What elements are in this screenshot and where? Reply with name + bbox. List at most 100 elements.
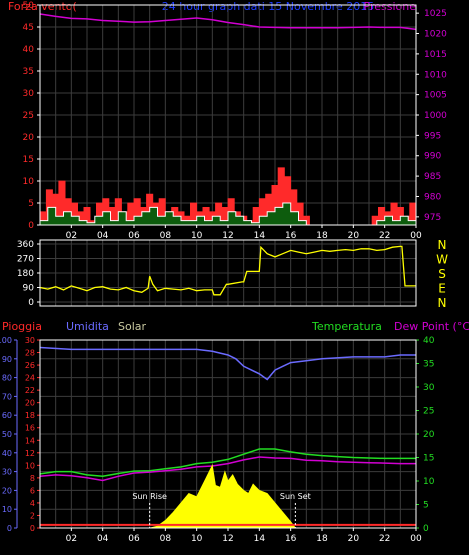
x-tick-label: 20 bbox=[348, 534, 360, 544]
wind-direction-frame bbox=[39, 239, 417, 307]
temperature-tick-label: 40 bbox=[423, 336, 435, 346]
direction-tick-label: 180 bbox=[17, 269, 34, 279]
compass-label: S bbox=[438, 267, 446, 281]
wind-tick-label: 15 bbox=[23, 155, 34, 165]
humidity-tick-label: 90 bbox=[2, 355, 12, 364]
rain-tick-label: 4 bbox=[30, 499, 35, 508]
chart-title: 24 hour graph dati 15 Novembre 2015 bbox=[162, 0, 374, 13]
humidity-tick-label: 60 bbox=[2, 411, 12, 420]
humidity-axis: 0 10 20 30 40 50 60 70 80 90 100 bbox=[0, 336, 18, 533]
x-tick-label: 08 bbox=[160, 231, 172, 241]
temperature-tick-label: 30 bbox=[423, 383, 435, 393]
weather-grid bbox=[40, 339, 416, 529]
pressure-tick-label: 1025 bbox=[424, 9, 447, 19]
wind-tick-label: 45 bbox=[23, 23, 34, 33]
wind-tick-label: 35 bbox=[23, 67, 34, 77]
x-tick-label: 04 bbox=[97, 534, 109, 544]
x-tick-label: 02 bbox=[66, 534, 77, 544]
x-tick-label: 10 bbox=[191, 231, 203, 241]
temperature-line bbox=[39, 448, 416, 478]
wind-direction-axis: 0 90 180 270 360 bbox=[17, 240, 40, 308]
rain-tick-label: 30 bbox=[25, 336, 35, 345]
humidity-tick-label: 10 bbox=[2, 505, 12, 514]
x-tick-label: 18 bbox=[316, 534, 328, 544]
rain-tick-label: 24 bbox=[25, 374, 35, 383]
temperature-tick-label: 0 bbox=[423, 524, 429, 534]
temperature-title: Temperatura bbox=[311, 320, 382, 333]
temperature-tick-label: 15 bbox=[423, 454, 434, 464]
pressure-tick-label: 1015 bbox=[424, 50, 447, 60]
sun-annotations: Sun Rise Sun Set bbox=[132, 492, 311, 528]
solar-title: Solar bbox=[118, 320, 147, 333]
x-tick-label: 16 bbox=[285, 231, 297, 241]
humidity-tick-label: 40 bbox=[2, 449, 12, 458]
x-tick-label: 22 bbox=[379, 534, 390, 544]
solar-area bbox=[40, 463, 416, 529]
wind-tick-label: 0 bbox=[28, 221, 34, 231]
weather-x-axis: 02 04 06 08 10 12 14 16 18 20 22 00 bbox=[66, 528, 422, 544]
pressure-tick-label: 1005 bbox=[424, 91, 447, 101]
compass-label: W bbox=[436, 253, 448, 267]
pressure-axis: 975 980 985 990 995 1000 1005 1010 1015 1020 1025 bbox=[416, 9, 447, 223]
humidity-tick-label: 70 bbox=[2, 392, 12, 401]
pressure-tick-label: 990 bbox=[424, 152, 441, 162]
x-tick-label: 00 bbox=[410, 231, 422, 241]
wind-tick-label: 25 bbox=[23, 111, 34, 121]
wind-direction-grid bbox=[40, 240, 416, 306]
x-tick-label: 06 bbox=[128, 534, 140, 544]
humidity-tick-label: 100 bbox=[0, 336, 12, 345]
rain-tick-label: 16 bbox=[25, 424, 35, 433]
wind-tick-label: 40 bbox=[23, 45, 35, 55]
rain-tick-label: 20 bbox=[25, 399, 35, 408]
pressure-tick-label: 985 bbox=[424, 172, 441, 182]
wind-direction-series bbox=[39, 245, 416, 296]
humidity-line bbox=[39, 346, 416, 381]
temperature-axis: 0 5 10 15 20 25 30 35 40 bbox=[416, 336, 435, 534]
rain-tick-label: 14 bbox=[25, 436, 35, 445]
x-tick-label: 22 bbox=[379, 231, 390, 241]
humidity-tick-label: 20 bbox=[2, 486, 12, 495]
x-tick-label: 08 bbox=[160, 534, 172, 544]
rain-tick-label: 10 bbox=[25, 461, 35, 470]
direction-tick-label: 270 bbox=[17, 255, 34, 265]
wind-tick-label: 10 bbox=[23, 177, 35, 187]
dewpoint-line bbox=[39, 456, 416, 482]
wind-tick-label: 5 bbox=[28, 199, 34, 209]
compass-label: N bbox=[438, 238, 447, 252]
pressure-tick-label: 1010 bbox=[424, 70, 447, 80]
temperature-tick-label: 10 bbox=[423, 477, 435, 487]
x-tick-label: 20 bbox=[348, 231, 360, 241]
rain-tick-label: 28 bbox=[25, 349, 35, 358]
temperature-tick-label: 35 bbox=[423, 360, 434, 370]
x-tick-label: 12 bbox=[222, 231, 233, 241]
wind-speed-axis: 0 5 10 15 20 25 30 35 40 45 50 bbox=[23, 1, 40, 231]
x-tick-label: 04 bbox=[97, 231, 109, 241]
pressure-tick-label: 975 bbox=[424, 213, 441, 223]
temperature-tick-label: 25 bbox=[423, 407, 434, 417]
x-tick-label: 00 bbox=[410, 534, 422, 544]
pressure-title: Pressione bbox=[364, 0, 417, 13]
rain-tick-label: 12 bbox=[25, 449, 35, 458]
weather-series bbox=[39, 346, 416, 529]
wind-pressure-series bbox=[39, 13, 417, 226]
pressure-tick-label: 995 bbox=[424, 131, 441, 141]
pressure-tick-label: 1000 bbox=[424, 111, 447, 121]
direction-tick-label: 0 bbox=[28, 298, 34, 308]
x-tick-label: 16 bbox=[285, 534, 297, 544]
sun-annotation-label: Sun Set bbox=[280, 492, 311, 501]
compass-label: N bbox=[438, 296, 447, 310]
x-tick-label: 18 bbox=[316, 231, 328, 241]
humidity-tick-label: 30 bbox=[2, 468, 12, 477]
rain-tick-label: 2 bbox=[30, 511, 35, 520]
humidity-tick-label: 0 bbox=[7, 524, 12, 533]
x-tick-label: 06 bbox=[128, 231, 140, 241]
sun-annotation-label: Sun Rise bbox=[132, 492, 167, 501]
pressure-line bbox=[39, 13, 417, 31]
humidity-tick-label: 80 bbox=[2, 374, 12, 383]
rain-tick-label: 6 bbox=[30, 486, 35, 495]
compass-label: E bbox=[438, 282, 446, 296]
